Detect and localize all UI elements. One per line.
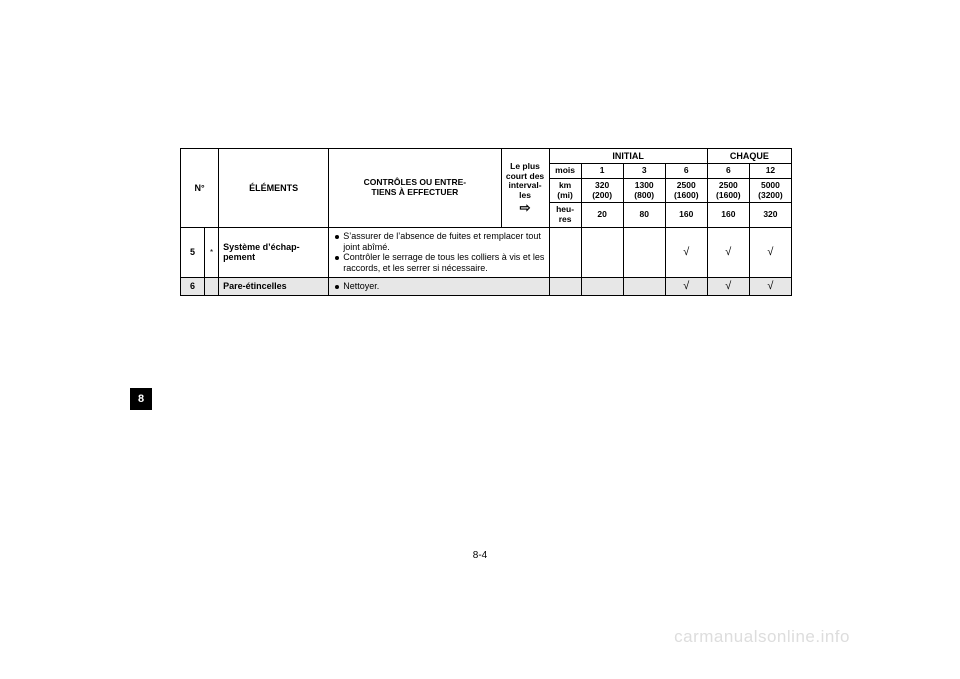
row-item: Système d’échap- pement (219, 227, 329, 277)
chapter-tab: 8 (130, 388, 152, 410)
row-desc-line: Contrôler le serrage de tous les collier… (335, 252, 544, 274)
hdr-mois-6a: 6 (665, 164, 707, 179)
header-row-1: N° ÉLÉMENTS CONTRÔLES OU ENTRE- TIENS À … (181, 149, 792, 164)
row-check (581, 278, 623, 296)
table-row: 5 * Système d’échap- pement S’assurer de… (181, 227, 792, 277)
hdr-mois-12: 12 (749, 164, 791, 179)
hdr-h-1: 80 (623, 203, 665, 228)
hdr-mois-1: 1 (581, 164, 623, 179)
row-desc: Nettoyer. (329, 278, 549, 296)
arrow-icon: ⇨ (505, 201, 546, 214)
row-check: √ (707, 227, 749, 277)
row-num: 5 (181, 227, 205, 277)
hdr-km-0: 320 (200) (581, 178, 623, 203)
row-check: √ (665, 278, 707, 296)
row-check (623, 278, 665, 296)
row-num: 6 (181, 278, 205, 296)
row-check-spacer (549, 278, 581, 296)
row-check: √ (665, 227, 707, 277)
hdr-chaque: CHAQUE (707, 149, 791, 164)
maintenance-table-container: N° ÉLÉMENTS CONTRÔLES OU ENTRE- TIENS À … (180, 148, 792, 296)
hdr-interval-text: Le plus court des interval- les (505, 162, 546, 201)
row-desc-line: S’assurer de l’absence de fuites et remp… (335, 231, 544, 253)
row-check: √ (749, 278, 791, 296)
hdr-h-3: 160 (707, 203, 749, 228)
hdr-mois-label: mois (549, 164, 581, 179)
hdr-km-3: 2500 (1600) (707, 178, 749, 203)
row-check: √ (749, 227, 791, 277)
table-row: 6 Pare-étincelles Nettoyer. √ √ √ (181, 278, 792, 296)
hdr-km-2: 2500 (1600) (665, 178, 707, 203)
hdr-interval: Le plus court des interval- les ⇨ (501, 149, 549, 228)
hdr-km-4: 5000 (3200) (749, 178, 791, 203)
row-item: Pare-étincelles (219, 278, 329, 296)
hdr-km-1: 1300 (800) (623, 178, 665, 203)
row-desc: S’assurer de l’absence de fuites et remp… (329, 227, 549, 277)
row-star: * (205, 227, 219, 277)
hdr-n: N° (181, 149, 219, 228)
page-number: 8-4 (0, 550, 960, 561)
hdr-initial: INITIAL (549, 149, 707, 164)
row-check (623, 227, 665, 277)
row-check-spacer (549, 227, 581, 277)
watermark: carmanualsonline.info (674, 627, 850, 647)
row-star (205, 278, 219, 296)
hdr-h-label: heu- res (549, 203, 581, 228)
hdr-h-2: 160 (665, 203, 707, 228)
row-desc-line: Nettoyer. (335, 281, 544, 292)
hdr-km-label: km (mi) (549, 178, 581, 203)
maintenance-table: N° ÉLÉMENTS CONTRÔLES OU ENTRE- TIENS À … (180, 148, 792, 296)
hdr-elements: ÉLÉMENTS (219, 149, 329, 228)
row-check (581, 227, 623, 277)
hdr-h-0: 20 (581, 203, 623, 228)
hdr-h-4: 320 (749, 203, 791, 228)
row-check: √ (707, 278, 749, 296)
hdr-mois-6b: 6 (707, 164, 749, 179)
hdr-mois-3: 3 (623, 164, 665, 179)
hdr-controls: CONTRÔLES OU ENTRE- TIENS À EFFECTUER (329, 149, 501, 228)
